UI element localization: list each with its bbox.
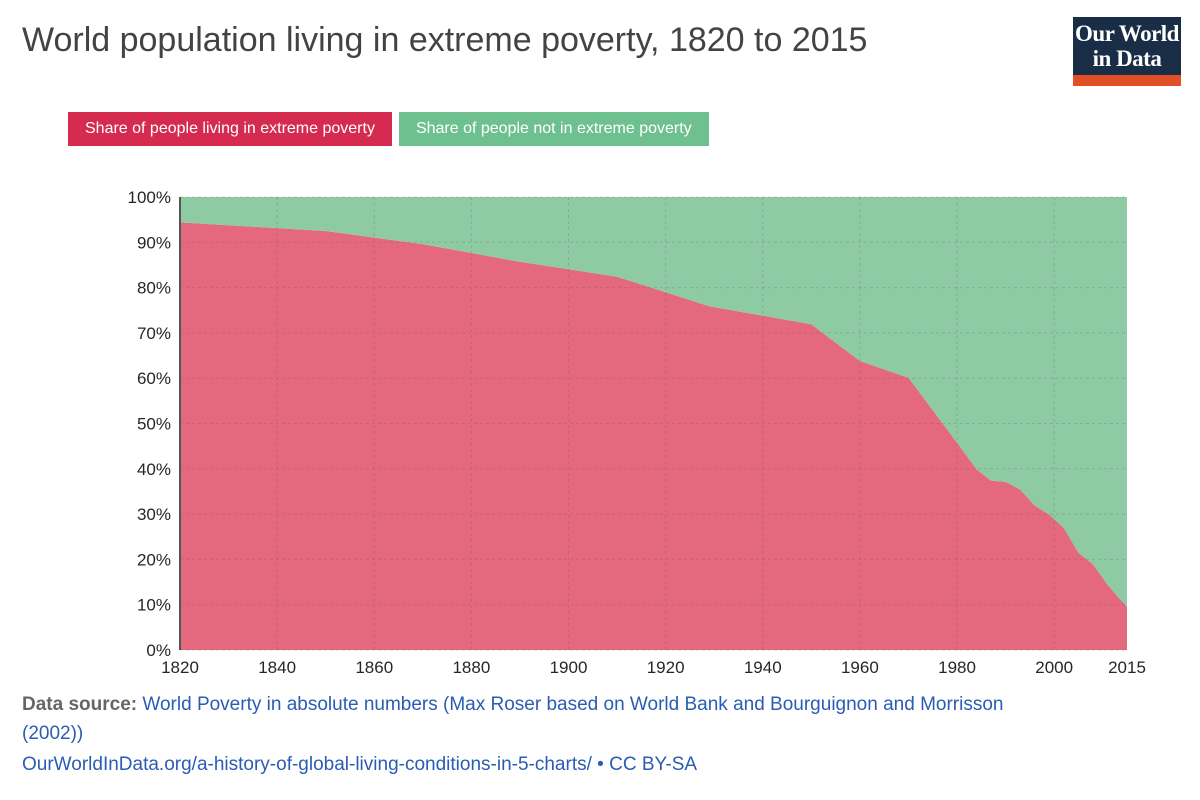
owid-logo-stripe xyxy=(1073,75,1181,86)
cc-license-label: CC BY-SA xyxy=(609,754,698,775)
y-tick-label: 60% xyxy=(137,369,171,388)
data-source-label: Data source: xyxy=(22,694,138,715)
area-series-1 xyxy=(180,197,1127,607)
x-tick-label: 1840 xyxy=(258,658,296,677)
area-series-0 xyxy=(180,222,1127,650)
x-tick-label: 1960 xyxy=(841,658,879,677)
x-tick-label: 1880 xyxy=(452,658,490,677)
y-tick-label: 30% xyxy=(137,505,171,524)
legend: Share of people living in extreme povert… xyxy=(68,112,709,146)
owid-logo-text: Our World in Data xyxy=(1073,17,1181,75)
legend-item: Share of people not in extreme poverty xyxy=(398,112,709,146)
y-tick-label: 10% xyxy=(137,596,171,615)
x-tick-label: 2000 xyxy=(1035,658,1073,677)
y-tick-label: 100% xyxy=(128,188,171,207)
x-tick-label: 1920 xyxy=(647,658,685,677)
data-source-link[interactable]: World Poverty in absolute numbers (Max R… xyxy=(142,694,1004,715)
data-source-link-wrap[interactable]: (2002)) xyxy=(22,723,84,744)
x-tick-label: 2015 xyxy=(1108,658,1146,677)
x-tick-label: 1980 xyxy=(938,658,976,677)
y-tick-label: 80% xyxy=(137,279,171,298)
owid-logo-line1: Our World xyxy=(1075,21,1179,46)
y-tick-label: 50% xyxy=(137,415,171,434)
y-tick-label: 40% xyxy=(137,460,171,479)
x-tick-label: 1860 xyxy=(355,658,393,677)
y-tick-label: 70% xyxy=(137,324,171,343)
y-tick-label: 0% xyxy=(146,641,171,660)
footer-data-source: Data source: World Poverty in absolute n… xyxy=(22,690,1162,748)
owid-url-link[interactable]: OurWorldInData.org/a-history-of-global-l… xyxy=(22,754,592,775)
x-tick-label: 1900 xyxy=(550,658,588,677)
footer-url-line: OurWorldInData.org/a-history-of-global-l… xyxy=(22,752,697,778)
y-tick-label: 20% xyxy=(137,550,171,569)
legend-item: Share of people living in extreme povert… xyxy=(68,112,392,146)
footer-separator: • xyxy=(597,754,604,775)
x-tick-label: 1820 xyxy=(161,658,199,677)
page-title: World population living in extreme pover… xyxy=(22,21,868,59)
owid-logo: Our World in Data xyxy=(1073,17,1181,86)
owid-logo-line2: in Data xyxy=(1092,46,1162,71)
y-tick-label: 90% xyxy=(137,233,171,252)
x-tick-label: 1940 xyxy=(744,658,782,677)
